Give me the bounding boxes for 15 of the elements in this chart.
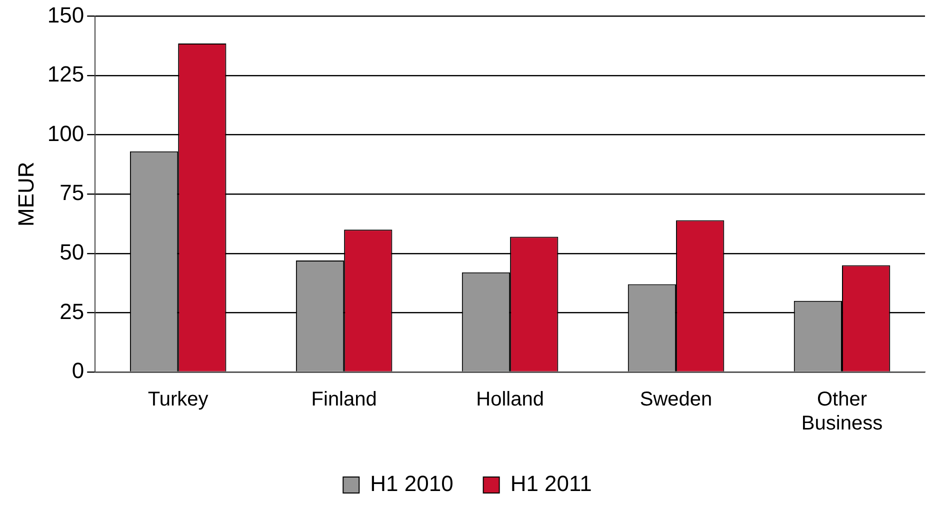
x-tick-label: Turkey — [148, 388, 208, 411]
x-tick-label: Finland — [311, 388, 377, 411]
x-tick-label: Sweden — [640, 388, 712, 411]
x-tick-label: Holland — [476, 388, 544, 411]
x-tick-label: Other Business — [801, 388, 883, 435]
y-tick-label: 25 — [60, 298, 84, 324]
y-tick-label: 150 — [47, 2, 84, 28]
y-tick-label: 125 — [47, 62, 84, 87]
y-axis-title: MEUR — [13, 162, 38, 226]
legend-label: H1 2011 — [510, 471, 592, 496]
legend-label: H1 2010 — [370, 471, 454, 496]
y-tick-label: 0 — [72, 358, 84, 384]
y-tick-label: 100 — [47, 120, 84, 146]
y-tick-label: 75 — [60, 180, 84, 206]
y-tick-label: 50 — [60, 239, 84, 264]
